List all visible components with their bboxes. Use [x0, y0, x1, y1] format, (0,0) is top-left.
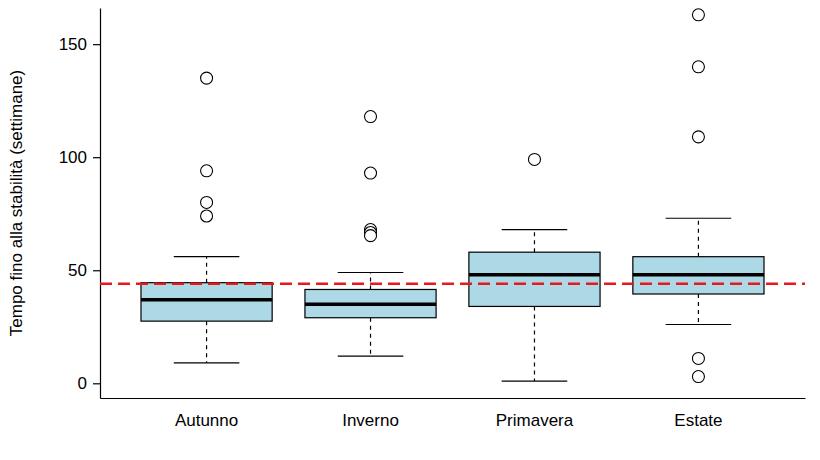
box-group — [305, 111, 436, 357]
outlier — [692, 352, 704, 364]
lower-whisker-cap — [502, 380, 568, 381]
outlier — [692, 371, 704, 383]
upper-whisker — [534, 230, 535, 253]
upper-whisker-cap — [174, 256, 240, 257]
upper-whisker — [370, 273, 371, 290]
x-tick: Autunno — [175, 398, 238, 430]
box — [141, 283, 272, 321]
lower-whisker-cap — [338, 356, 404, 357]
y-tick-mark — [93, 44, 100, 45]
y-tick-label: 0 — [78, 374, 87, 393]
outlier — [365, 167, 377, 179]
y-axis-title: Tempo fino alla stabilità (settimane) — [7, 70, 26, 336]
box-group — [141, 72, 272, 363]
y-axis: 0 50 100 150 — [59, 9, 101, 399]
x-axis: Autunno Inverno Primavera Estate — [101, 398, 806, 430]
lower-whisker — [534, 306, 535, 381]
x-tick: Inverno — [342, 398, 399, 430]
x-tick-label: Estate — [674, 411, 722, 430]
upper-whisker-cap — [502, 229, 568, 230]
median — [469, 273, 600, 277]
reference-line — [100, 283, 805, 286]
x-tick: Estate — [674, 398, 722, 430]
upper-whisker — [698, 218, 699, 256]
outlier — [692, 131, 704, 143]
y-tick-label: 150 — [59, 35, 87, 54]
box-group — [633, 9, 764, 383]
median — [633, 273, 764, 277]
x-tick-label: Primavera — [496, 411, 574, 430]
outlier — [201, 72, 213, 84]
box — [305, 289, 436, 317]
y-tick: 50 — [68, 261, 100, 280]
outlier — [201, 165, 213, 177]
upper-whisker-cap — [338, 272, 404, 273]
median — [305, 302, 436, 306]
x-tick-label: Autunno — [175, 411, 238, 430]
outlier — [201, 196, 213, 208]
lower-whisker-cap — [666, 324, 732, 325]
y-tick-mark — [93, 157, 100, 158]
outlier — [692, 9, 704, 21]
box — [633, 257, 764, 294]
plot-area — [100, 9, 805, 383]
y-tick-mark — [93, 383, 100, 384]
outlier — [365, 111, 377, 123]
x-tick: Primavera — [496, 398, 574, 430]
lower-whisker — [370, 318, 371, 356]
lower-whisker-cap — [174, 362, 240, 363]
outlier — [692, 61, 704, 73]
box-group — [469, 153, 600, 381]
median — [141, 298, 272, 302]
x-axis-line — [101, 398, 806, 399]
box — [469, 252, 600, 306]
y-tick: 100 — [59, 148, 100, 167]
y-tick: 0 — [78, 374, 100, 393]
lower-whisker — [206, 321, 207, 363]
y-tick-mark — [93, 270, 100, 271]
y-tick-label: 100 — [59, 148, 87, 167]
upper-whisker — [206, 257, 207, 283]
lower-whisker — [698, 294, 699, 325]
outlier — [528, 153, 540, 165]
y-tick: 150 — [59, 35, 100, 54]
y-axis-line — [100, 9, 101, 399]
chart: 0 50 100 150 Autunno Inverno Primavera Estate Te… — [0, 0, 820, 460]
x-tick-label: Inverno — [342, 411, 399, 430]
outlier — [201, 210, 213, 222]
outlier — [365, 230, 377, 242]
upper-whisker-cap — [666, 218, 732, 219]
y-tick-label: 50 — [68, 261, 87, 280]
